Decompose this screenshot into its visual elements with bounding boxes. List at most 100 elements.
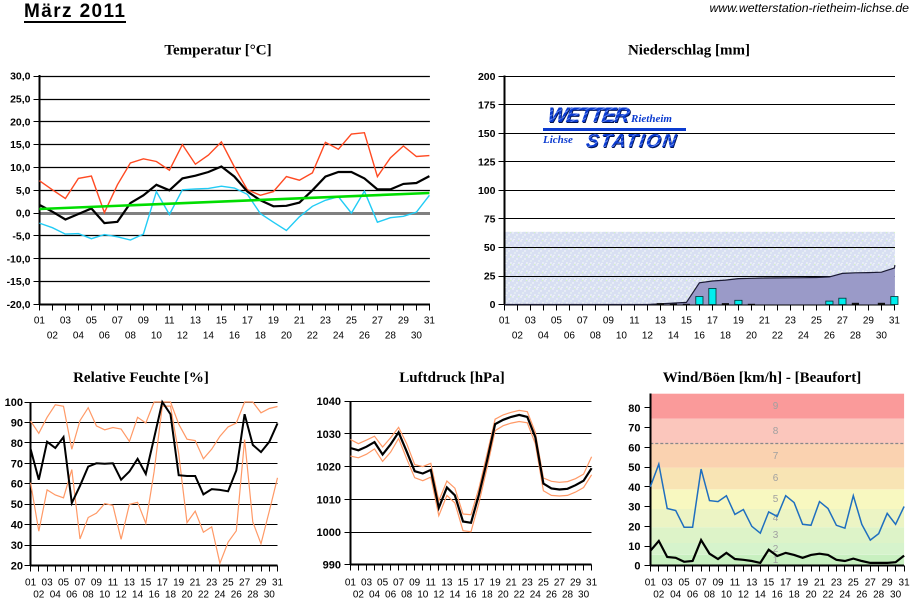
svg-text:90: 90 — [11, 417, 23, 429]
svg-text:50: 50 — [11, 499, 23, 511]
svg-text:1000: 1000 — [317, 527, 341, 539]
svg-text:Luftdruck [hPa]: Luftdruck [hPa] — [399, 370, 504, 386]
svg-text:16: 16 — [229, 331, 241, 342]
svg-text:06: 06 — [99, 331, 111, 342]
svg-text:30: 30 — [11, 540, 23, 552]
svg-text:9: 9 — [773, 401, 779, 412]
svg-text:Relative Feuchte [%]: Relative Feuchte [%] — [73, 370, 209, 386]
svg-text:5: 5 — [773, 494, 779, 505]
svg-text:27: 27 — [554, 578, 566, 589]
svg-text:75: 75 — [484, 213, 496, 225]
svg-text:06: 06 — [564, 331, 576, 342]
svg-text:16: 16 — [694, 331, 706, 342]
svg-text:100: 100 — [478, 185, 496, 197]
svg-text:-10,0: -10,0 — [7, 253, 31, 265]
svg-text:06: 06 — [687, 590, 699, 601]
svg-text:4: 4 — [773, 513, 779, 524]
svg-text:29: 29 — [882, 578, 894, 589]
svg-text:04: 04 — [73, 331, 85, 342]
svg-text:40: 40 — [11, 520, 23, 532]
svg-text:02: 02 — [653, 590, 665, 601]
svg-text:15,0: 15,0 — [10, 139, 31, 151]
svg-text:29: 29 — [863, 316, 875, 327]
svg-text:18: 18 — [789, 590, 801, 601]
svg-text:29: 29 — [255, 578, 267, 589]
svg-text:1: 1 — [773, 555, 779, 566]
svg-text:31: 31 — [889, 316, 901, 327]
svg-text:25,0: 25,0 — [10, 94, 31, 106]
svg-text:30,0: 30,0 — [10, 71, 31, 83]
svg-text:22: 22 — [514, 590, 526, 601]
svg-text:07: 07 — [74, 578, 86, 589]
svg-text:70: 70 — [11, 458, 23, 470]
svg-text:15: 15 — [681, 316, 693, 327]
svg-text:Lichse: Lichse — [542, 134, 573, 146]
svg-text:25: 25 — [484, 271, 496, 283]
svg-text:23: 23 — [785, 316, 797, 327]
svg-text:100: 100 — [5, 397, 23, 409]
svg-text:07: 07 — [696, 578, 708, 589]
svg-text:WETTER: WETTER — [546, 104, 632, 127]
svg-text:12: 12 — [116, 590, 128, 601]
svg-text:26: 26 — [546, 590, 558, 601]
svg-text:2: 2 — [773, 544, 779, 555]
svg-text:09: 09 — [91, 578, 103, 589]
svg-text:09: 09 — [138, 316, 150, 327]
svg-text:23: 23 — [320, 316, 332, 327]
svg-text:01: 01 — [645, 578, 657, 589]
svg-text:02: 02 — [33, 590, 45, 601]
svg-text:40: 40 — [628, 482, 640, 494]
svg-text:19: 19 — [797, 578, 809, 589]
svg-text:11: 11 — [629, 316, 640, 327]
svg-text:03: 03 — [361, 578, 373, 589]
svg-text:08: 08 — [125, 331, 137, 342]
svg-text:17: 17 — [473, 578, 485, 589]
svg-text:04: 04 — [369, 590, 381, 601]
svg-text:25: 25 — [346, 316, 358, 327]
svg-text:31: 31 — [586, 578, 598, 589]
svg-text:7: 7 — [773, 451, 779, 462]
svg-text:26: 26 — [856, 590, 868, 601]
svg-text:03: 03 — [60, 316, 72, 327]
svg-text:6: 6 — [773, 473, 779, 484]
svg-text:01: 01 — [499, 316, 511, 327]
svg-text:07: 07 — [393, 578, 405, 589]
svg-text:11: 11 — [426, 578, 437, 589]
svg-text:125: 125 — [478, 156, 496, 168]
svg-text:15: 15 — [763, 578, 775, 589]
svg-text:25: 25 — [538, 578, 550, 589]
svg-text:3: 3 — [773, 530, 779, 541]
svg-text:30: 30 — [876, 331, 888, 342]
svg-text:24: 24 — [798, 331, 810, 342]
svg-text:21: 21 — [506, 578, 518, 589]
svg-text:31: 31 — [899, 578, 911, 589]
svg-text:24: 24 — [839, 590, 851, 601]
svg-text:19: 19 — [268, 316, 280, 327]
svg-text:12: 12 — [642, 331, 654, 342]
svg-text:14: 14 — [203, 331, 215, 342]
svg-text:04: 04 — [538, 331, 550, 342]
svg-text:08: 08 — [401, 590, 413, 601]
svg-text:0: 0 — [490, 299, 496, 311]
svg-text:Rietheim: Rietheim — [630, 113, 672, 125]
svg-text:02: 02 — [353, 590, 365, 601]
svg-text:08: 08 — [590, 331, 602, 342]
svg-text:10: 10 — [721, 590, 733, 601]
svg-text:30: 30 — [264, 590, 276, 601]
svg-text:05: 05 — [679, 578, 691, 589]
svg-text:25: 25 — [811, 316, 823, 327]
svg-text:19: 19 — [490, 578, 502, 589]
svg-text:18: 18 — [255, 331, 267, 342]
svg-text:23: 23 — [206, 578, 218, 589]
svg-text:16: 16 — [149, 590, 161, 601]
svg-text:1030: 1030 — [317, 429, 341, 441]
svg-text:50: 50 — [628, 462, 640, 474]
svg-text:-15,0: -15,0 — [7, 276, 31, 288]
svg-text:Niederschlag [mm]: Niederschlag [mm] — [628, 43, 750, 59]
svg-text:08: 08 — [704, 590, 716, 601]
svg-text:06: 06 — [66, 590, 78, 601]
svg-text:22: 22 — [772, 331, 784, 342]
svg-text:60: 60 — [628, 442, 640, 454]
svg-text:04: 04 — [50, 590, 62, 601]
svg-text:24: 24 — [530, 590, 542, 601]
